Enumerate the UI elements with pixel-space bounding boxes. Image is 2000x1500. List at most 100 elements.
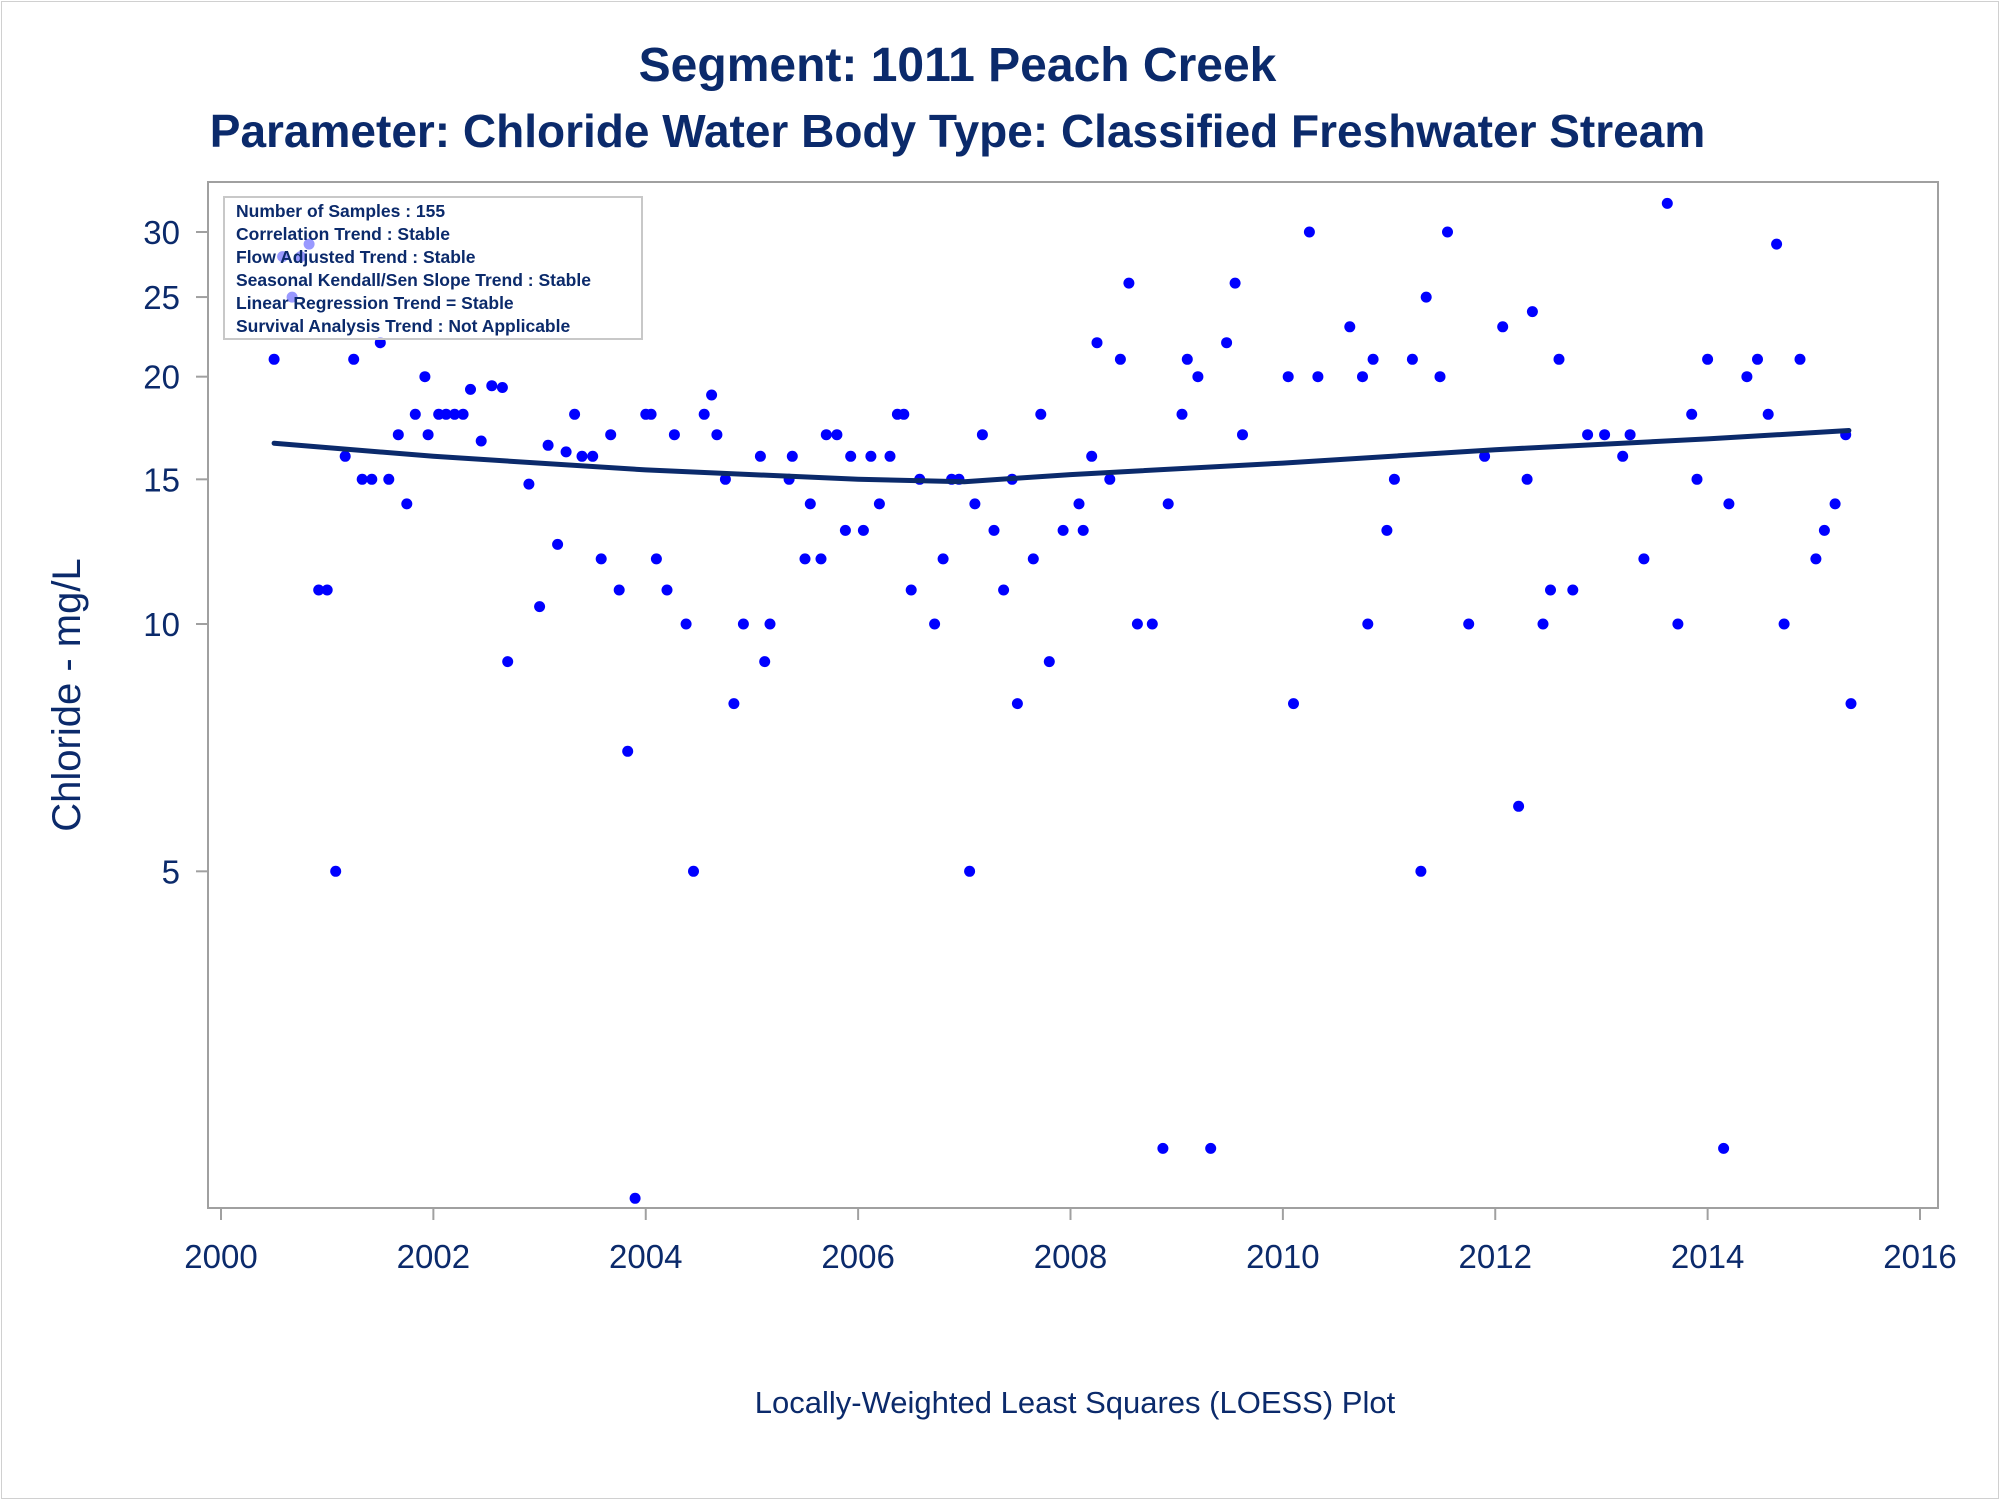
data-point [1818, 524, 1830, 536]
data-point [1778, 618, 1790, 630]
data-point [1303, 226, 1315, 238]
data-point [1043, 656, 1055, 668]
data-point [1057, 524, 1069, 536]
data-point [1526, 306, 1538, 318]
data-point [1221, 337, 1233, 349]
data-point [1157, 1142, 1169, 1154]
data-point [688, 865, 699, 877]
statistics-box-frame [223, 196, 643, 340]
data-point [1237, 429, 1248, 441]
y-tick-label: 5 [162, 853, 180, 890]
data-point [1420, 291, 1432, 303]
data-point [457, 408, 469, 420]
statistics-line: Correlation Trend : Stable [236, 224, 450, 244]
data-point [820, 429, 832, 441]
x-tick-label: 2002 [397, 1238, 470, 1275]
data-point [799, 553, 811, 565]
data-point [622, 745, 634, 757]
data-point [1312, 371, 1324, 383]
statistics-line: Seasonal Kendall/Sen Slope Trend : Stabl… [236, 270, 591, 290]
data-point [1829, 498, 1841, 510]
data-point [449, 408, 461, 420]
data-point [711, 429, 723, 441]
data-point [680, 618, 692, 630]
data-point [629, 1192, 641, 1204]
data-point [1229, 277, 1241, 289]
data-point [1638, 553, 1650, 565]
data-point [873, 498, 885, 510]
statistics-line: Number of Samples : 155 [236, 201, 445, 221]
data-point [1794, 353, 1806, 365]
y-tick-label: 20 [143, 359, 180, 396]
y-tick-label: 30 [143, 214, 180, 251]
y-tick-label: 15 [143, 461, 180, 498]
data-point [330, 865, 342, 877]
x-axis: 2000 2002 2004 2006 2008 2010 2012 2014 2016 [184, 1208, 1957, 1275]
data-point [1205, 1142, 1217, 1154]
statistics-line: Linear Regression Trend = Stable [236, 293, 514, 313]
x-tick-label: 2000 [184, 1238, 257, 1275]
data-point [595, 553, 607, 565]
data-point [1077, 524, 1089, 536]
data-point [698, 408, 710, 420]
data-point [1691, 473, 1703, 485]
data-point [1035, 408, 1047, 420]
data-point [1176, 408, 1188, 420]
data-point [1388, 473, 1400, 485]
x-tick-label: 2006 [821, 1238, 894, 1275]
data-point [764, 618, 776, 630]
data-point [1599, 429, 1611, 441]
data-point [898, 408, 910, 420]
data-point [1027, 553, 1039, 565]
chart-title: Segment: 1011 Peach Creek [638, 39, 1277, 92]
statistics-line: Flow Adjusted Trend : Stable [236, 247, 476, 267]
data-point [1146, 618, 1158, 630]
data-point [1114, 353, 1126, 365]
data-point [383, 473, 395, 485]
data-point [576, 450, 588, 462]
data-point [929, 618, 941, 630]
data-point [366, 473, 378, 485]
data-point [496, 382, 508, 393]
data-point [1162, 498, 1174, 510]
data-point [1463, 618, 1475, 630]
data-point [728, 698, 740, 710]
data-point [475, 435, 487, 447]
data-point [1181, 353, 1193, 365]
data-point [804, 498, 816, 510]
data-point [1367, 353, 1379, 365]
data-point [1723, 498, 1735, 510]
data-point [523, 478, 535, 490]
data-point [937, 553, 949, 565]
statistics-line: Survival Analysis Trend : Not Applicable [236, 316, 570, 336]
data-point [865, 450, 877, 462]
data-point [661, 584, 673, 596]
statistics-box: Number of Samples : 155 Correlation Trend… [223, 196, 643, 340]
data-point [268, 353, 280, 365]
data-point [1545, 584, 1556, 596]
x-tick-label: 2010 [1246, 1238, 1319, 1275]
data-point [969, 498, 981, 510]
data-point [356, 473, 368, 485]
data-point [486, 380, 498, 392]
data-point [976, 429, 988, 441]
x-tick-label: 2014 [1671, 1238, 1744, 1275]
data-point [321, 584, 333, 596]
data-point [1553, 353, 1565, 365]
data-point [419, 371, 431, 383]
data-point [1362, 618, 1374, 630]
data-point [786, 450, 798, 462]
loess-line-group [271, 428, 1852, 485]
data-point [401, 498, 413, 510]
data-point [1624, 429, 1636, 441]
data-point [313, 584, 325, 596]
data-point [884, 450, 896, 462]
x-tick-label: 2012 [1459, 1238, 1532, 1275]
scatter-points [268, 197, 1857, 1204]
data-point [1282, 371, 1294, 383]
data-point [1415, 865, 1427, 877]
data-point [1810, 553, 1822, 565]
data-point [988, 524, 1000, 536]
data-point [1091, 337, 1103, 349]
